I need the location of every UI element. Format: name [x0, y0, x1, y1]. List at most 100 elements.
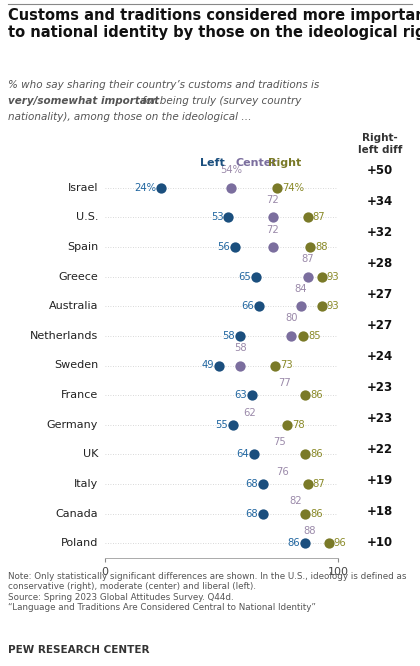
Text: Sweden: Sweden: [54, 360, 98, 370]
Text: +19: +19: [367, 474, 393, 487]
Point: [260, 508, 267, 519]
Point: [216, 360, 223, 371]
Text: 93: 93: [327, 272, 339, 282]
Text: Canada: Canada: [55, 509, 98, 519]
Point: [249, 390, 255, 400]
Text: 58: 58: [234, 343, 247, 353]
Point: [230, 420, 236, 430]
Text: very/somewhat important: very/somewhat important: [8, 96, 160, 106]
Text: Australia: Australia: [49, 301, 98, 311]
Point: [326, 538, 332, 549]
Point: [237, 360, 244, 371]
Text: 75: 75: [273, 437, 286, 447]
Text: 68: 68: [246, 509, 258, 519]
Text: 56: 56: [218, 242, 230, 252]
Point: [269, 212, 276, 222]
Text: +28: +28: [367, 257, 393, 270]
Text: 24%: 24%: [134, 182, 156, 193]
Text: 73: 73: [280, 360, 293, 370]
Text: 84: 84: [294, 284, 307, 294]
Point: [225, 212, 232, 222]
Point: [302, 538, 309, 549]
Text: Customs and traditions considered more important
to national identity by those o: Customs and traditions considered more i…: [8, 8, 420, 41]
Text: +27: +27: [367, 288, 393, 301]
Text: 63: 63: [234, 390, 247, 400]
Text: Israel: Israel: [68, 182, 98, 193]
Text: 93: 93: [327, 301, 339, 311]
Text: +34: +34: [367, 195, 393, 208]
Text: Greece: Greece: [58, 272, 98, 282]
Text: U.S.: U.S.: [76, 212, 98, 222]
Point: [288, 330, 295, 341]
Text: 87: 87: [313, 479, 326, 489]
Point: [318, 271, 325, 282]
Text: Note: Only statistically significant differences are shown. In the U.S., ideolog: Note: Only statistically significant dif…: [8, 572, 407, 612]
Point: [300, 330, 307, 341]
Text: % who say sharing their country’s customs and traditions is: % who say sharing their country’s custom…: [8, 80, 320, 90]
Text: 77: 77: [278, 378, 291, 388]
Point: [284, 420, 290, 430]
Point: [269, 242, 276, 252]
Text: 55: 55: [215, 420, 228, 430]
Text: Italy: Italy: [74, 479, 98, 489]
Text: Netherlands: Netherlands: [30, 331, 98, 341]
Text: 54%: 54%: [220, 165, 242, 175]
Text: Right-
left diff: Right- left diff: [358, 133, 402, 155]
Text: 78: 78: [292, 420, 304, 430]
Point: [304, 212, 311, 222]
Text: 53: 53: [211, 212, 223, 222]
Point: [158, 182, 164, 193]
Text: Spain: Spain: [67, 242, 98, 252]
Text: +32: +32: [367, 226, 393, 239]
Text: 86: 86: [288, 538, 300, 548]
Point: [255, 301, 262, 312]
Point: [302, 508, 309, 519]
Text: 65: 65: [239, 272, 251, 282]
Point: [253, 271, 260, 282]
Text: +24: +24: [367, 350, 393, 363]
Text: +23: +23: [367, 381, 393, 394]
Text: Poland: Poland: [60, 538, 98, 548]
Text: Left: Left: [200, 158, 225, 168]
Text: 64: 64: [236, 450, 249, 460]
Point: [237, 330, 244, 341]
Text: Germany: Germany: [47, 420, 98, 430]
Point: [228, 182, 234, 193]
Text: Right: Right: [268, 158, 301, 168]
Point: [304, 479, 311, 490]
Point: [260, 479, 267, 490]
Text: 86: 86: [310, 509, 323, 519]
Point: [307, 242, 313, 252]
Text: 88: 88: [304, 526, 316, 536]
Point: [274, 182, 281, 193]
Text: +18: +18: [367, 505, 393, 518]
Text: 66: 66: [241, 301, 254, 311]
Text: France: France: [61, 390, 98, 400]
Text: UK: UK: [83, 450, 98, 460]
Text: 62: 62: [243, 408, 256, 418]
Text: 87: 87: [313, 212, 326, 222]
Text: 80: 80: [285, 314, 298, 324]
Text: 74%: 74%: [283, 182, 304, 193]
Text: 88: 88: [315, 242, 328, 252]
Text: Center: Center: [236, 158, 277, 168]
Point: [304, 271, 311, 282]
Text: 49: 49: [202, 360, 214, 370]
Point: [302, 390, 309, 400]
Text: +10: +10: [367, 536, 393, 549]
Text: 87: 87: [302, 254, 314, 264]
Text: 86: 86: [310, 390, 323, 400]
Point: [318, 301, 325, 312]
Text: 58: 58: [222, 331, 235, 341]
Text: 72: 72: [266, 195, 279, 205]
Text: nationality), among those on the ideological …: nationality), among those on the ideolog…: [8, 112, 252, 122]
Text: +50: +50: [367, 164, 393, 177]
Point: [272, 360, 278, 371]
Text: 68: 68: [246, 479, 258, 489]
Point: [297, 301, 304, 312]
Text: 96: 96: [334, 538, 346, 548]
Text: +22: +22: [367, 443, 393, 456]
Text: 85: 85: [308, 331, 321, 341]
Text: +23: +23: [367, 412, 393, 425]
Text: for being truly (survey country: for being truly (survey country: [139, 96, 301, 106]
